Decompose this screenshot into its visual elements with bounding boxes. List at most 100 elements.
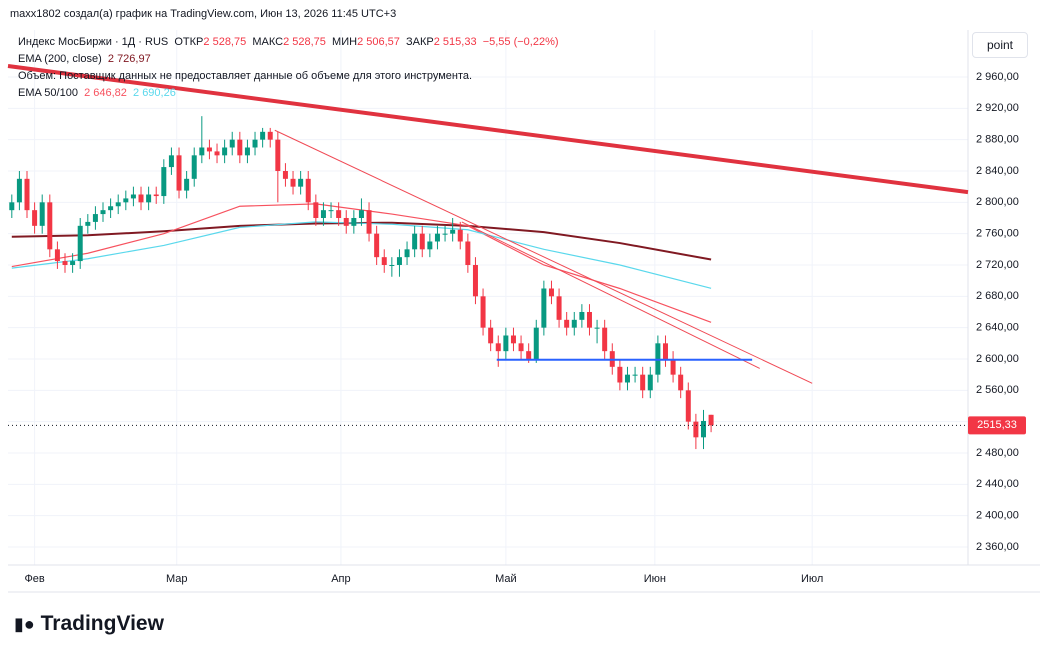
candle-body: [358, 210, 364, 218]
candle-body: [9, 202, 15, 211]
candle-body: [130, 194, 136, 199]
value: 2 506,57: [357, 36, 400, 48]
candle-body: [336, 210, 342, 218]
y-tick-label: 2 360,00: [976, 541, 1019, 553]
candle-body: [115, 202, 121, 207]
candle-body: [320, 210, 326, 218]
label: EMA 50/100: [18, 87, 78, 99]
x-tick-label: Апр: [331, 573, 350, 585]
candle-body: [594, 327, 600, 329]
candle-body: [260, 131, 266, 140]
candle-body: [343, 217, 349, 226]
candle-body: [457, 229, 463, 242]
x-tick-label: Июн: [644, 573, 666, 585]
candle-body: [624, 374, 630, 383]
candle-body: [526, 351, 532, 359]
candle-body: [548, 288, 554, 297]
y-tick-label: 2 880,00: [976, 134, 1019, 146]
candle-body: [191, 155, 197, 179]
y-tick-label: 2 920,00: [976, 102, 1019, 114]
volume-note: Объем: Поставщик данных не предоставляет…: [18, 70, 473, 82]
y-tick-label: 2 440,00: [976, 478, 1019, 490]
candle-body: [305, 178, 311, 203]
candle-body: [47, 202, 53, 250]
logo-icon: ▮●: [14, 614, 35, 634]
candle-body: [579, 311, 585, 320]
value: 2 690,26: [133, 87, 176, 99]
candle-body: [662, 343, 668, 359]
candle-body: [282, 170, 288, 179]
candle-body: [571, 319, 577, 328]
credit: maxx1802 создал(а) график на TradingView…: [10, 8, 397, 20]
candle-body: [670, 358, 676, 375]
candle-body: [366, 210, 372, 234]
candle-body: [419, 233, 425, 250]
y-tick-label: 2 680,00: [976, 290, 1019, 302]
y-tick-label: 2 800,00: [976, 196, 1019, 208]
plot-area: [8, 30, 968, 565]
candle-body: [176, 155, 182, 191]
value: 2 528,75: [283, 36, 326, 48]
trend-line: [274, 129, 813, 384]
candle-body: [351, 217, 357, 226]
label: EMA (200, close): [18, 53, 102, 65]
x-tick-label: Июл: [801, 573, 823, 585]
candle-body: [678, 374, 684, 391]
candle-body: [381, 257, 387, 265]
candle-body: [693, 421, 699, 438]
y-tick-label: 2 720,00: [976, 259, 1019, 271]
candle-body: [434, 233, 440, 242]
candle-body: [92, 214, 98, 222]
candle-body: [488, 327, 494, 344]
candle-body: [556, 296, 562, 320]
logo: ▮● TradingView: [14, 612, 164, 636]
candle-body: [412, 233, 418, 250]
label: МАКС: [252, 36, 284, 48]
ema-legend: EMA (200, close) 2 726,97: [18, 53, 151, 65]
candle-body: [206, 147, 212, 152]
candle-body: [328, 210, 334, 212]
candle-body: [184, 178, 190, 191]
trend-line: [461, 221, 760, 369]
candle-body: [108, 206, 114, 211]
candle-body: [70, 261, 76, 265]
candle-body: [564, 319, 570, 328]
candle-body: [374, 233, 380, 258]
candle-body: [450, 229, 456, 234]
candle-body: [298, 178, 304, 187]
candle-body: [62, 261, 68, 265]
ema-line: [11, 203, 712, 323]
candle-body: [199, 147, 205, 156]
point-button[interactable]: point: [972, 32, 1028, 58]
trend-line: [7, 64, 969, 195]
candle-body: [647, 374, 653, 391]
value: 2 528,75: [203, 36, 247, 48]
candle-body: [465, 241, 471, 265]
candle-body: [640, 374, 646, 391]
candle-body: [533, 327, 539, 359]
value: 2 726,97: [107, 53, 151, 65]
symbol: Индекс МосБиржи · 1Д · RUS: [18, 36, 169, 48]
y-tick-label: 2 560,00: [976, 384, 1019, 396]
candle-body: [229, 139, 235, 148]
candle-body: [146, 194, 152, 203]
candle-body: [123, 198, 129, 203]
candle-body: [24, 178, 30, 211]
candle-body: [472, 264, 478, 297]
candle-body: [138, 194, 144, 203]
candle-body: [404, 249, 410, 258]
candle-body: [602, 327, 608, 352]
candle-body: [244, 147, 250, 156]
x-tick-label: Фев: [24, 573, 44, 585]
y-tick-label: 2 400,00: [976, 510, 1019, 522]
candle-body: [161, 167, 167, 197]
y-tick-label: 2 760,00: [976, 228, 1019, 240]
candle-body: [267, 131, 273, 140]
candle-body: [85, 221, 91, 226]
candle-body: [503, 335, 509, 352]
candle-body: [222, 147, 228, 156]
y-tick-label: 2 480,00: [976, 447, 1019, 459]
y-tick-label: 2 840,00: [976, 165, 1019, 177]
candle-body: [100, 210, 106, 215]
